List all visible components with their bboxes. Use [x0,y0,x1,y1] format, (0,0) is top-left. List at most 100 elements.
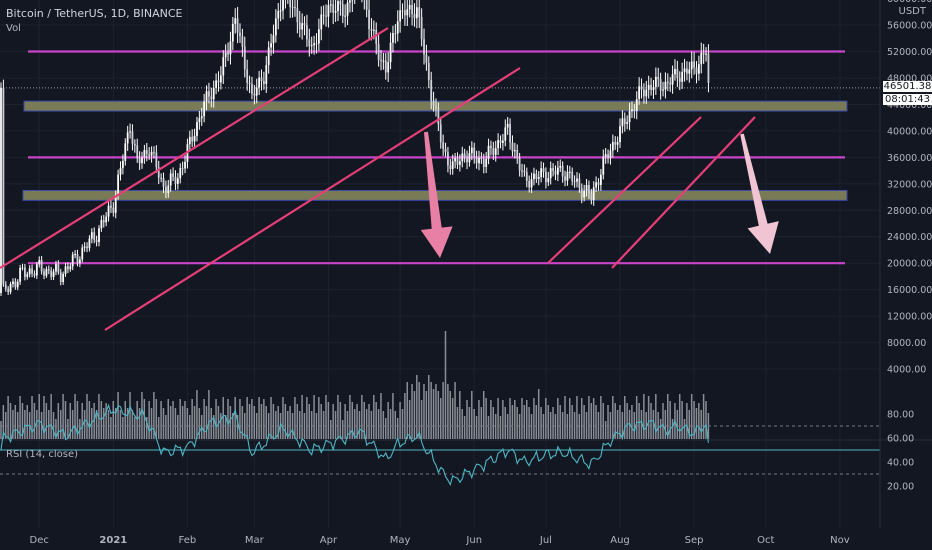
last-price-tag: 46501.38 [883,80,932,92]
candle-body [86,246,88,249]
volume-bar [310,411,313,439]
candle-body [291,6,294,8]
candle-body [162,178,165,187]
volume-bar [234,397,236,439]
volume-bar [499,416,502,439]
volume-bar [368,404,370,439]
candle-body [583,190,586,198]
y-tick-label: 36000.00 [887,153,932,164]
volume-bar [616,410,619,439]
volume-bar [212,415,215,439]
volume-bar [198,408,201,439]
rsi-legend[interactable]: RSI (14, close) [6,449,79,460]
symbol-title[interactable]: Bitcoin / TetherUS, 1D, BINANCE [6,7,183,20]
candle-body [444,148,447,153]
candle-body [513,150,516,152]
volume-bar [64,401,67,439]
candle-body [380,59,382,61]
candle-body [626,122,629,124]
candle-body [394,33,397,35]
candle-body [695,67,698,74]
volume-bar [59,410,62,439]
candle-body [4,284,7,289]
candle-body [90,232,93,239]
volume-bar [614,403,616,439]
candle-body [542,168,545,173]
volume-bar [160,401,162,439]
volume-bar [492,407,495,439]
candle-body [650,84,652,91]
candle-body [580,187,583,198]
volume-bar [55,419,57,439]
volume-bar [638,403,640,439]
volume-bar [621,412,624,439]
volume-bar [162,408,165,439]
candle-body [449,165,452,170]
candle-body [535,173,538,179]
volume-bar [57,403,60,439]
volume-bar [428,375,430,439]
volume-bar [597,412,600,439]
candle-body [645,89,648,97]
volume-bar [439,398,442,439]
candle-body [105,216,108,223]
candle-body [592,187,595,201]
volume-bar [339,402,342,439]
volume-bar [189,415,191,439]
volume-bar [480,407,483,439]
candle-body [43,271,45,276]
volume-bar [487,416,490,439]
candle-body [124,143,127,161]
candle-body [370,29,373,31]
volume-bar [373,395,375,439]
candle-body [172,173,174,177]
volume-bar [595,405,597,439]
candle-body [664,81,667,90]
volume-bar [155,399,158,439]
volume-bar [435,384,437,439]
candle-body [181,168,184,170]
price-axis: 4000.00 8000.00 12000.00 16000.00 20000.00 24… [879,0,932,528]
y-tick-label: 40000.00 [887,126,932,137]
candle-body [566,171,569,181]
volume-legend[interactable]: Vol [6,23,21,34]
candle-body [239,32,241,37]
volume-bar [425,391,428,439]
volume-bar [86,394,88,439]
candle-body [306,24,308,40]
candle-body [193,135,196,142]
candle-body [308,39,311,46]
volume-bar [377,409,380,439]
candle-body [654,76,657,88]
candle-body [377,43,380,60]
volume-bar [592,398,595,439]
candle-body [466,156,468,163]
volume-bar [571,405,573,439]
candle-body [616,142,619,145]
candle-body [31,268,33,274]
candle-body [16,281,19,288]
volume-bar [356,404,358,439]
volume-bar [83,410,86,439]
candle-body [289,0,292,7]
candlestick-series [0,0,710,297]
volume-bar [664,410,667,439]
x-tick-label: 2021 [99,535,127,546]
volume-bar [561,412,564,439]
volume-bar [559,405,561,439]
candle-body [504,127,507,141]
y-tick-label: 44000.00 [887,100,932,111]
volume-bar [179,399,181,439]
volume-bar [516,407,518,439]
candle-body [325,15,327,17]
candle-body [40,260,43,272]
candle-body [705,53,707,55]
candle-body [243,46,246,70]
candle-body [458,161,461,165]
volume-bar [315,413,318,439]
volume-bar [81,403,83,439]
volume-bar [7,396,9,439]
volume-bar [301,395,303,439]
volume-bar [110,417,112,439]
